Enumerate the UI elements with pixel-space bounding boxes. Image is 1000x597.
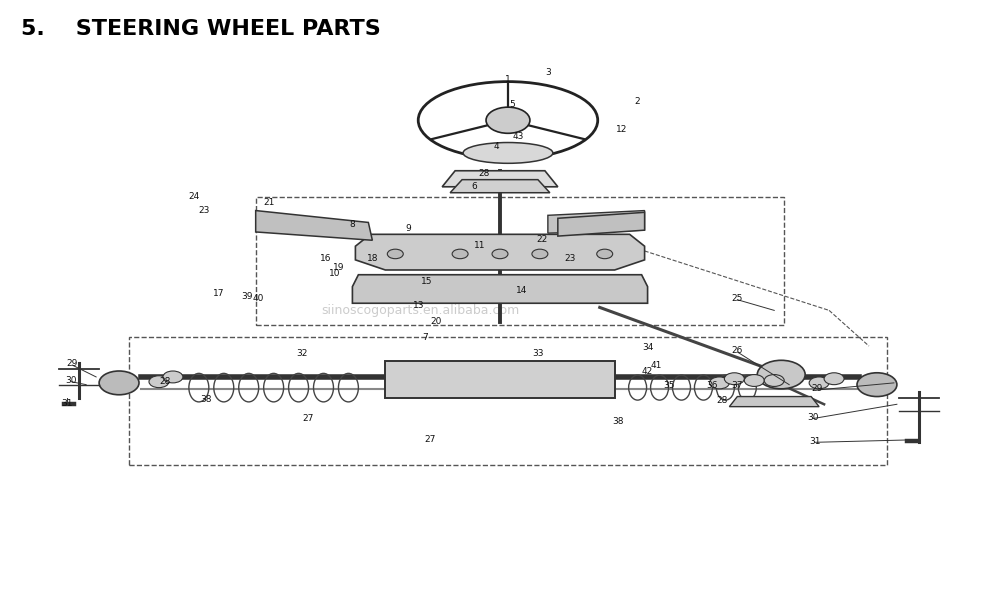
Text: 28: 28 (478, 169, 490, 179)
Text: 21: 21 (263, 198, 274, 207)
Text: 16: 16 (320, 254, 331, 263)
Text: 5.    STEERING WHEEL PARTS: 5. STEERING WHEEL PARTS (21, 19, 381, 39)
Text: 32: 32 (296, 349, 307, 358)
Circle shape (387, 249, 403, 259)
Text: 19: 19 (333, 263, 344, 272)
Text: 12: 12 (616, 125, 627, 134)
Text: 29: 29 (67, 359, 78, 368)
Text: 3: 3 (545, 68, 551, 77)
Text: 42: 42 (642, 367, 653, 376)
Bar (385, 362, 615, 398)
Polygon shape (558, 213, 645, 236)
Circle shape (809, 377, 829, 389)
Text: 22: 22 (536, 235, 548, 244)
Text: 43: 43 (512, 133, 524, 141)
Text: 29: 29 (811, 384, 823, 393)
Circle shape (764, 374, 784, 386)
Bar (129, 337, 887, 465)
Text: 5: 5 (509, 100, 515, 109)
Text: 9: 9 (405, 224, 411, 233)
Circle shape (492, 249, 508, 259)
Text: 35: 35 (664, 381, 675, 390)
Circle shape (99, 371, 139, 395)
Text: 31: 31 (61, 399, 73, 408)
Text: 36: 36 (707, 381, 718, 390)
Text: 38: 38 (200, 395, 212, 404)
Text: 28: 28 (717, 396, 728, 405)
Text: 17: 17 (213, 289, 225, 298)
Text: 30: 30 (807, 413, 819, 422)
Text: 13: 13 (412, 301, 424, 310)
Text: 1: 1 (505, 75, 511, 84)
Polygon shape (352, 275, 648, 303)
Text: 31: 31 (809, 436, 821, 445)
Bar (256, 198, 784, 325)
Text: 28: 28 (159, 377, 171, 386)
Text: 2: 2 (635, 97, 640, 106)
Circle shape (757, 361, 805, 389)
Text: 18: 18 (367, 254, 378, 263)
Text: 34: 34 (642, 343, 653, 352)
Circle shape (452, 249, 468, 259)
Text: 8: 8 (350, 220, 355, 229)
Text: 27: 27 (425, 435, 436, 444)
Polygon shape (450, 180, 550, 193)
Polygon shape (442, 171, 558, 187)
Text: 38: 38 (612, 417, 623, 426)
Text: 30: 30 (65, 376, 77, 385)
Polygon shape (729, 396, 819, 407)
Text: 39: 39 (241, 291, 252, 301)
Text: 15: 15 (420, 278, 432, 287)
Text: 20: 20 (430, 316, 442, 325)
Text: 40: 40 (253, 294, 264, 303)
Circle shape (709, 377, 729, 389)
Circle shape (597, 249, 613, 259)
Text: 24: 24 (188, 192, 199, 201)
Circle shape (744, 374, 764, 386)
Text: 41: 41 (651, 361, 662, 370)
Text: 23: 23 (198, 206, 210, 215)
Text: 26: 26 (732, 346, 743, 355)
Text: 10: 10 (329, 269, 340, 278)
Polygon shape (256, 211, 372, 240)
Text: 27: 27 (303, 414, 314, 423)
Text: 4: 4 (493, 142, 499, 151)
Circle shape (149, 376, 169, 387)
Text: 33: 33 (532, 349, 544, 358)
Text: 11: 11 (474, 241, 486, 250)
Text: siinoscogoparts.en.alibaba.com: siinoscogoparts.en.alibaba.com (321, 304, 519, 317)
Text: 23: 23 (564, 254, 575, 263)
Circle shape (724, 373, 744, 384)
Text: 14: 14 (516, 286, 528, 295)
Circle shape (486, 107, 530, 133)
Polygon shape (548, 211, 645, 233)
Text: 37: 37 (732, 381, 743, 390)
Text: 6: 6 (471, 182, 477, 191)
Polygon shape (355, 235, 645, 270)
Circle shape (532, 249, 548, 259)
Text: 25: 25 (732, 294, 743, 303)
Ellipse shape (463, 143, 553, 164)
Text: 7: 7 (422, 333, 428, 341)
Circle shape (857, 373, 897, 396)
Circle shape (163, 371, 183, 383)
Circle shape (824, 373, 844, 384)
